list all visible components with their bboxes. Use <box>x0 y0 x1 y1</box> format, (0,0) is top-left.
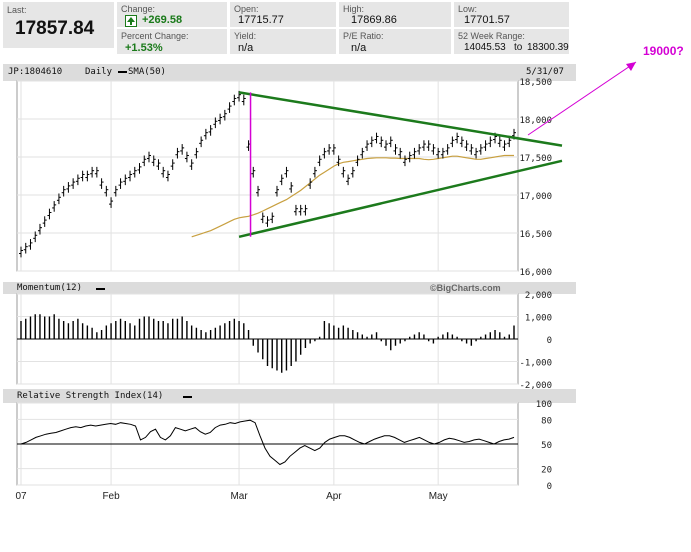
percent-change-cell: Percent Change: +1.53% <box>117 29 227 54</box>
price-tick-label: 16,000 <box>519 268 552 278</box>
trendline-upper <box>238 91 563 147</box>
momentum-panel-header <box>3 282 576 294</box>
rsi-tick-label: 100 <box>536 400 552 410</box>
up-arrow-icon <box>125 15 137 27</box>
momentum-panel-title: Momentum(12) <box>17 283 83 293</box>
price-panel-symbol: JP:1804610 <box>8 67 63 77</box>
sma-line <box>191 154 514 238</box>
rsi-panel-header <box>3 389 576 403</box>
low-value: 17701.57 <box>464 14 510 26</box>
price-tick-label: 18,000 <box>519 116 552 126</box>
rsi-tick-label: 50 <box>541 441 552 451</box>
x-tick-label: Apr <box>326 491 342 502</box>
x-tick-label: Mar <box>230 491 248 502</box>
trendline-lower <box>238 159 563 239</box>
rsi-legend-swatch <box>183 396 192 398</box>
open-label: Open: <box>234 4 259 14</box>
open-value: 17715.77 <box>238 14 284 26</box>
high-label: High: <box>343 4 365 14</box>
low-cell: Low: 17701.57 <box>454 2 569 27</box>
sma-legend-swatch <box>118 71 127 73</box>
momentum-tick-label: -2,000 <box>519 381 552 391</box>
price-tick-label: 18,500 <box>519 78 552 88</box>
pe-ratio-value: n/a <box>351 42 367 54</box>
last-cell: Last: 17857.84 <box>3 2 114 48</box>
percent-change-label: Percent Change: <box>121 31 189 41</box>
price-panel-header <box>3 64 576 81</box>
target-arrow-line <box>527 61 637 136</box>
x-tick-label: Feb <box>102 491 120 502</box>
price-plot-frame <box>16 80 519 272</box>
range-to-text: to <box>514 42 523 53</box>
change-cell: Change: +269.58 <box>117 2 227 27</box>
rsi-tick-label: 0 <box>547 482 552 492</box>
range-low-value: 14045.53 <box>464 42 506 53</box>
high-cell: High: 17869.86 <box>339 2 451 27</box>
target-arrow-head <box>626 62 636 71</box>
rsi-line <box>20 419 515 466</box>
price-tick-label: 17,500 <box>519 154 552 164</box>
yield-cell: Yield: n/a <box>230 29 336 54</box>
momentum-tick-label: -1,000 <box>519 359 552 369</box>
week-range-label: 52 Week Range: <box>458 31 525 41</box>
change-label: Change: <box>121 4 156 14</box>
target-annotation: 19000? <box>643 44 684 58</box>
chart-date: 5/31/07 <box>526 67 564 77</box>
momentum-tick-label: 1,000 <box>525 314 552 324</box>
high-value: 17869.86 <box>351 14 397 26</box>
open-cell: Open: 17715.77 <box>230 2 336 27</box>
last-label: Last: <box>7 5 27 15</box>
rsi-tick-label: 80 <box>541 416 552 426</box>
x-tick-label: 07 <box>15 491 27 502</box>
low-label: Low: <box>458 4 478 14</box>
yield-label: Yield: <box>234 31 257 41</box>
sma-legend-label: SMA(50) <box>128 67 166 77</box>
pe-ratio-cell: P/E Ratio: n/a <box>339 29 451 54</box>
x-tick-label: May <box>429 491 448 502</box>
rsi-tick-label: 20 <box>541 466 552 476</box>
range-high-value: 18300.39 <box>527 42 569 53</box>
momentum-tick-label: 2,000 <box>525 291 552 301</box>
pe-ratio-label: P/E Ratio: <box>343 31 384 41</box>
last-value: 17857.84 <box>15 18 95 39</box>
momentum-tick-label: 0 <box>547 336 552 346</box>
rsi-panel-title: Relative Strength Index(14) <box>17 391 164 401</box>
price-tick-label: 17,000 <box>519 192 552 202</box>
yield-value: n/a <box>238 42 254 54</box>
percent-change-value: +1.53% <box>125 42 163 54</box>
watermark: ©BigCharts.com <box>430 283 501 293</box>
momentum-legend-swatch <box>96 288 105 290</box>
price-panel-period: Daily <box>85 67 113 77</box>
change-value: +269.58 <box>142 14 183 26</box>
price-tick-label: 16,500 <box>519 230 552 240</box>
week-range-cell: 52 Week Range: 14045.53 to 18300.39 <box>454 29 569 54</box>
